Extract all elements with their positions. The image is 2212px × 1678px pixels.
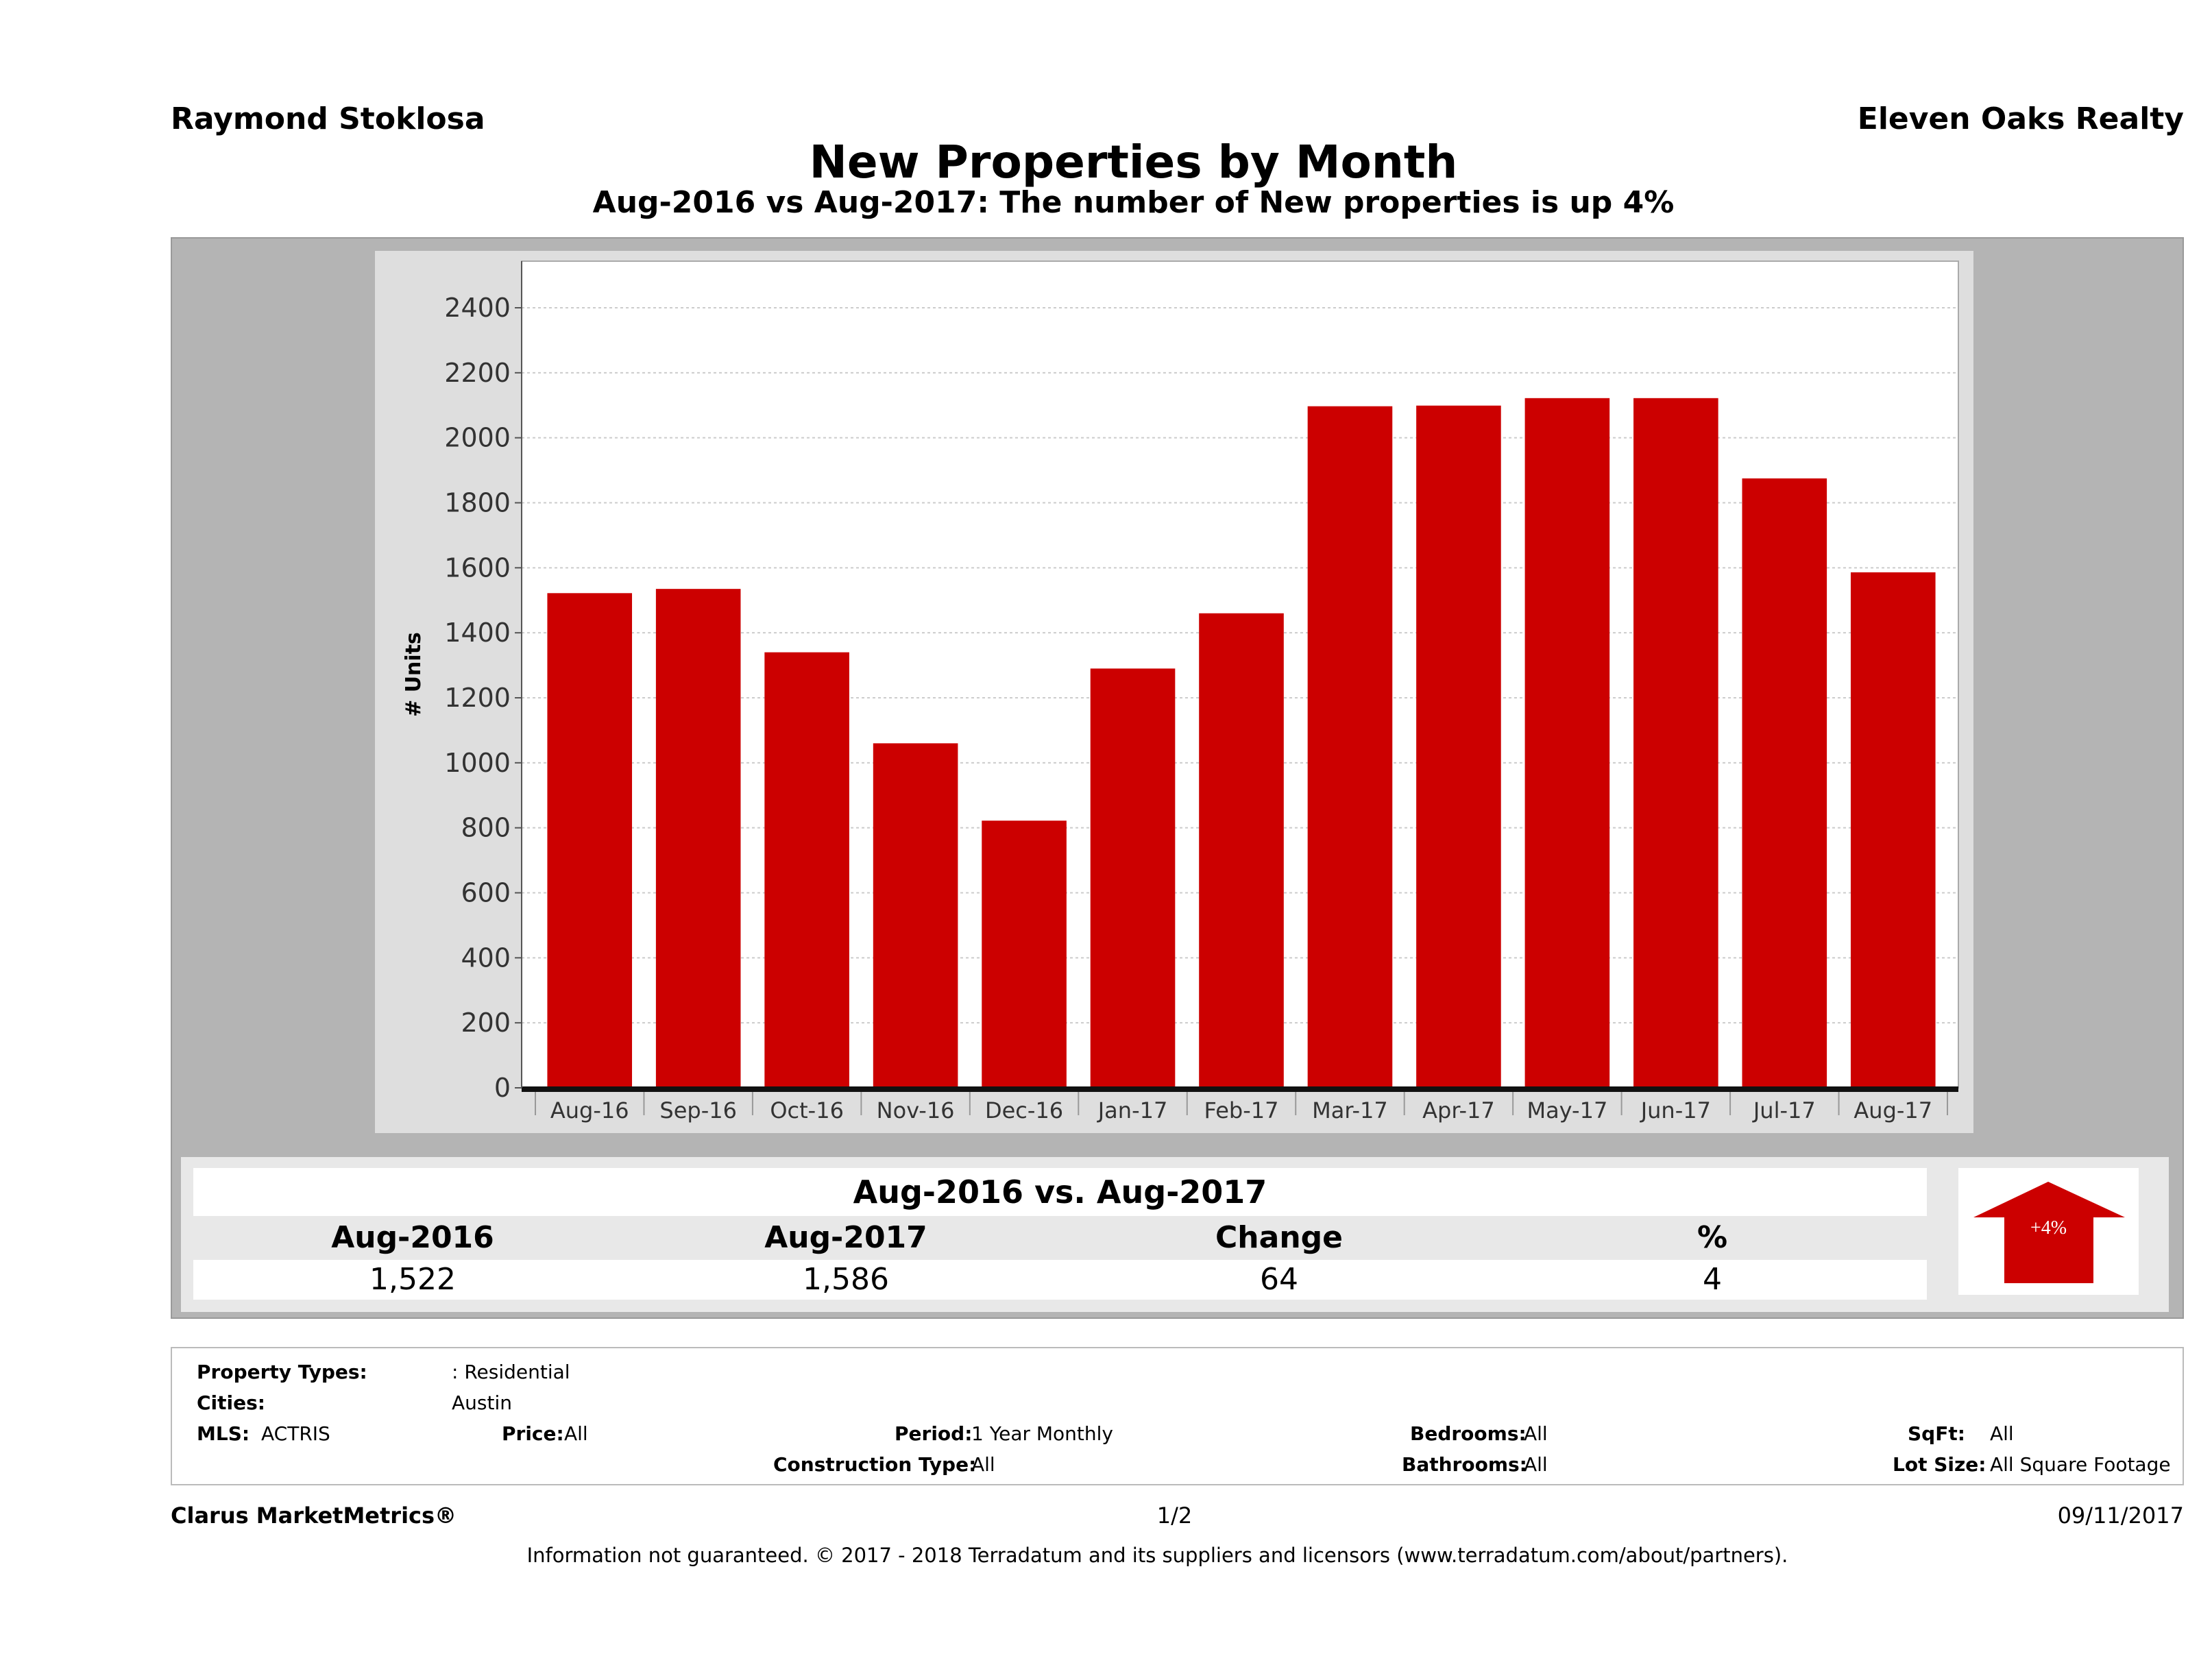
- value-aug-2017: 1,586: [803, 1262, 889, 1297]
- x-tick-label: Oct-16: [770, 1097, 844, 1123]
- x-tick-label: Jul-17: [1752, 1097, 1816, 1123]
- y-tick-label: 1600: [444, 552, 511, 583]
- y-tick-label: 2200: [444, 358, 511, 388]
- x-tick-label: May-17: [1527, 1097, 1607, 1123]
- bathrooms-label: Bathrooms:: [1402, 1453, 1527, 1476]
- property-types-value: : Residential: [452, 1361, 570, 1383]
- x-tick-label: Aug-17: [1854, 1097, 1932, 1123]
- y-tick-label: 800: [461, 813, 511, 843]
- property-types-label: Property Types:: [197, 1361, 367, 1383]
- report-date: 09/11/2017: [2057, 1503, 2184, 1529]
- x-tick-label: Jun-17: [1640, 1097, 1711, 1123]
- bar-apr-17: [1416, 405, 1501, 1088]
- value-percent: 4: [1703, 1262, 1722, 1297]
- construction-label: Construction Type:: [773, 1453, 977, 1476]
- page-subtitle: Aug-2016 vs Aug-2017: The number of New …: [592, 185, 1675, 220]
- agent-name: Raymond Stoklosa: [171, 101, 485, 136]
- col-aug-2017: Aug-2017: [764, 1220, 927, 1255]
- bedrooms-value: All: [1524, 1422, 1548, 1445]
- footer-brand: Clarus MarketMetrics®: [171, 1503, 457, 1529]
- price-value: All: [564, 1422, 588, 1445]
- bar-aug-17: [1850, 572, 1936, 1088]
- bar-chart: 0 200 400 600 800 1000 1200 1400 1600 1800 2000 220…: [402, 260, 1959, 1123]
- bar-may-17: [1524, 398, 1610, 1088]
- col-change: Change: [1215, 1220, 1343, 1255]
- x-tick-label: Mar-17: [1312, 1097, 1388, 1123]
- y-tick-label: 1200: [444, 683, 511, 713]
- bar-mar-17: [1307, 406, 1393, 1088]
- y-tick-label: 2400: [444, 293, 511, 323]
- company-name: Eleven Oaks Realty: [1857, 101, 2184, 136]
- mls-value: ACTRIS: [261, 1422, 330, 1445]
- y-tick-label: 0: [494, 1073, 511, 1103]
- x-tick-label: Jan-17: [1097, 1097, 1168, 1123]
- comparison-table: Aug-2016 vs. Aug-2017 Aug-2016 Aug-2017 …: [181, 1157, 2169, 1312]
- construction-value: All: [971, 1453, 995, 1476]
- price-label: Price:: [502, 1422, 564, 1445]
- cities-label: Cities:: [197, 1391, 265, 1414]
- comparison-header-row: Aug-2016 Aug-2017 Change %: [193, 1216, 1927, 1260]
- bar-jul-17: [1742, 478, 1827, 1088]
- bar-sep-16: [655, 589, 741, 1088]
- y-tick-label: 1400: [444, 618, 511, 648]
- bar-feb-17: [1199, 613, 1284, 1088]
- disclaimer: Information not guaranteed. © 2017 - 201…: [526, 1544, 1788, 1567]
- y-tick-label: 1000: [444, 748, 511, 778]
- comparison-heading: Aug-2016 vs. Aug-2017: [193, 1168, 1927, 1216]
- bedrooms-label: Bedrooms:: [1410, 1422, 1527, 1445]
- cities-value: Austin: [452, 1391, 512, 1414]
- filter-info: Property Types: : Residential Cities: Au…: [171, 1347, 2184, 1485]
- up-arrow-icon: [1973, 1182, 2125, 1283]
- bar-jan-17: [1090, 668, 1176, 1088]
- x-tick-label: Dec-16: [985, 1097, 1063, 1123]
- bar-dec-16: [982, 820, 1067, 1088]
- x-tick-label: Aug-16: [550, 1097, 629, 1123]
- y-tick-label: 2000: [444, 423, 511, 453]
- period-label: Period:: [895, 1422, 973, 1445]
- bar-nov-16: [873, 743, 958, 1088]
- value-change: 64: [1260, 1262, 1298, 1297]
- page-number: 1/2: [1156, 1503, 1193, 1529]
- lot-size-label: Lot Size:: [1893, 1453, 1986, 1476]
- y-tick-label: 200: [461, 1008, 511, 1038]
- mls-label: MLS:: [197, 1422, 250, 1445]
- lot-size-value: All Square Footage: [1990, 1453, 2171, 1476]
- value-aug-2016: 1,522: [369, 1262, 456, 1297]
- sqft-value: All: [1990, 1422, 2014, 1445]
- col-aug-2016: Aug-2016: [331, 1220, 494, 1255]
- comparison-value-row: 1,522 1,586 64 4: [193, 1260, 1927, 1300]
- period-value: 1 Year Monthly: [971, 1422, 1114, 1445]
- x-tick-label: Feb-17: [1204, 1097, 1279, 1123]
- bar-aug-16: [547, 593, 633, 1088]
- change-badge: +4%: [1958, 1168, 2139, 1295]
- x-tick-label: Apr-17: [1422, 1097, 1495, 1123]
- col-percent: %: [1697, 1220, 1728, 1255]
- page-title: New Properties by Month: [809, 136, 1458, 189]
- x-tick-label: Nov-16: [877, 1097, 955, 1123]
- sqft-label: SqFt:: [1908, 1422, 1965, 1445]
- y-tick-label: 1800: [444, 488, 511, 518]
- y-tick-label: 400: [461, 943, 511, 973]
- badge-text: +4%: [2030, 1217, 2067, 1239]
- bar-jun-17: [1633, 398, 1718, 1088]
- y-tick-label: 600: [461, 878, 511, 908]
- bar-oct-16: [764, 652, 849, 1088]
- y-axis-label: # Units: [402, 632, 426, 717]
- x-tick-label: Sep-16: [659, 1097, 737, 1123]
- bathrooms-value: All: [1524, 1453, 1548, 1476]
